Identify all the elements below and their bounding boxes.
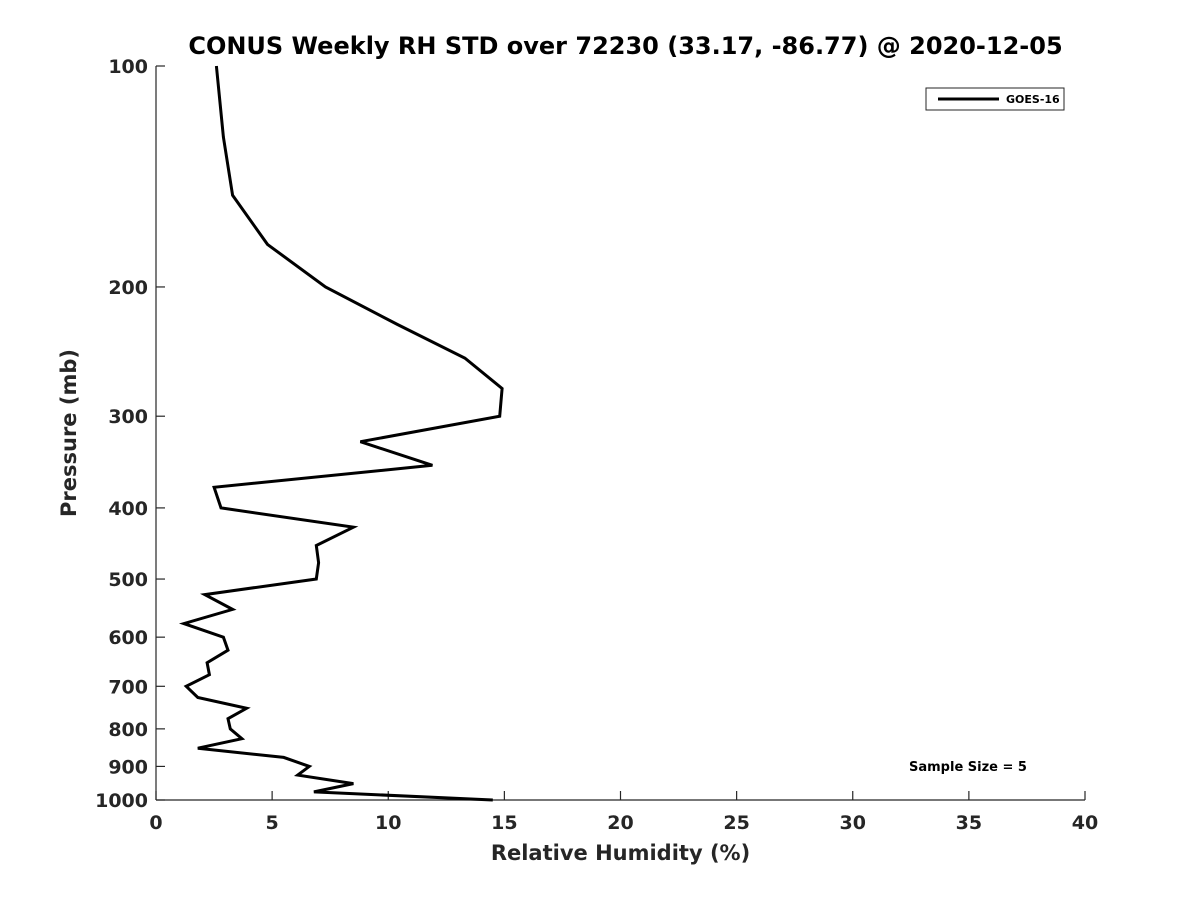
x-axis: 0 5 10 15 20 25 30 35 40	[149, 791, 1098, 834]
y-tick-label: 400	[108, 498, 148, 520]
y-tick-label: 200	[108, 277, 148, 299]
y-tick-label: 1000	[95, 790, 148, 812]
x-tick-label: 40	[1072, 812, 1098, 834]
sample-size-annotation: Sample Size = 5	[909, 760, 1027, 775]
y-tick-label: 900	[108, 756, 148, 778]
series-layer	[178, 65, 504, 802]
y-tick-label: 100	[108, 56, 148, 78]
x-tick-label: 0	[149, 812, 162, 834]
legend-label-goes16: GOES-16	[1006, 93, 1060, 106]
x-tick-label: 35	[956, 812, 982, 834]
y-tick-label: 800	[108, 719, 148, 741]
x-tick-label: 25	[723, 812, 749, 834]
y-tick-label: 500	[108, 569, 148, 591]
x-axis-label: Relative Humidity (%)	[491, 841, 750, 865]
chart-title: CONUS Weekly RH STD over 72230 (33.17, -…	[188, 32, 1062, 60]
x-tick-label: 5	[266, 812, 279, 834]
legend: GOES-16	[925, 87, 1065, 111]
x-tick-label: 20	[607, 812, 633, 834]
plot-area	[155, 66, 1085, 801]
y-tick-label: 700	[108, 676, 148, 698]
series-line-goes16	[178, 65, 504, 802]
y-axis-label: Pressure (mb)	[57, 349, 81, 517]
x-tick-label: 15	[491, 812, 517, 834]
x-tick-label: 10	[375, 812, 401, 834]
x-tick-label: 30	[840, 812, 866, 834]
y-axis: 100 200 300 400 500 600 700 800 900 1000	[95, 56, 165, 812]
y-tick-label: 600	[108, 627, 148, 649]
y-tick-label: 300	[108, 406, 148, 428]
